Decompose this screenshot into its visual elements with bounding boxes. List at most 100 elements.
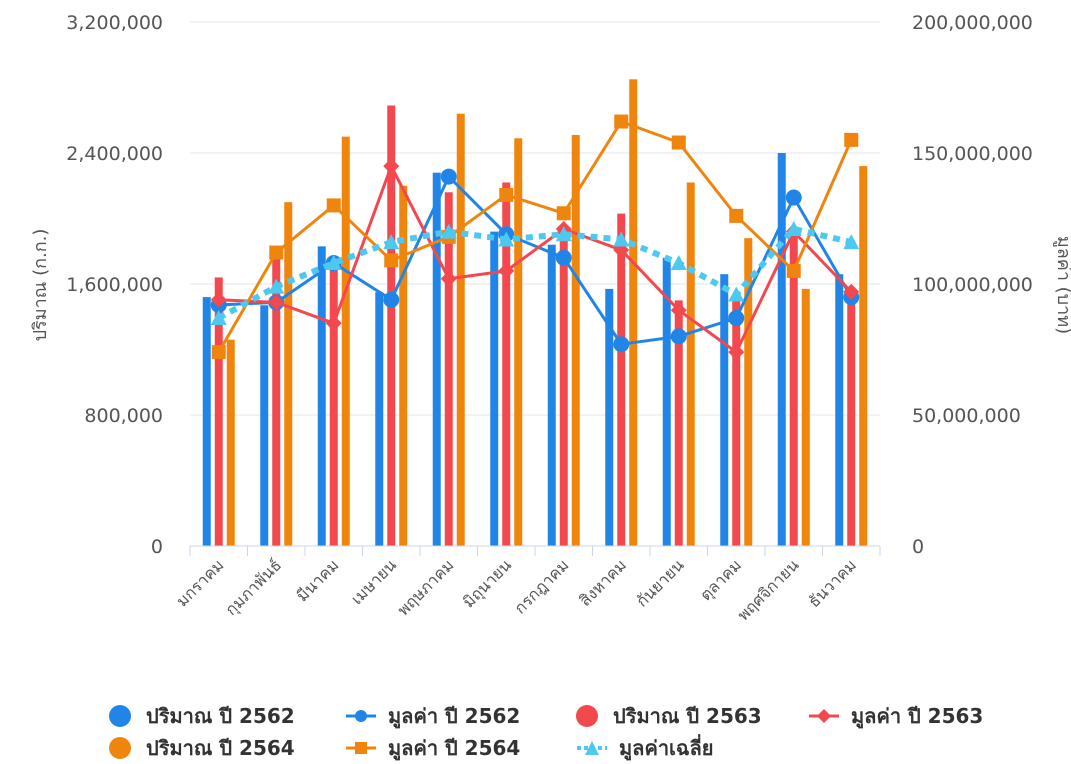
bars	[202, 79, 868, 547]
legend-row: ปริมาณ ปี 2562 มูลค่า ปี 2562 ปริมาณ ปี …	[108, 700, 1008, 732]
x-tick-label: กุมภาพันธ์	[221, 555, 285, 619]
point-triangle	[555, 226, 572, 242]
bar	[617, 213, 626, 546]
point-circle	[383, 291, 400, 308]
legend: ปริมาณ ปี 2562 มูลค่า ปี 2562 ปริมาณ ปี …	[108, 700, 1008, 764]
point-square	[211, 345, 226, 360]
left-tick-label: 800,000	[84, 405, 163, 427]
point-triangle	[440, 223, 457, 239]
bar	[835, 274, 844, 546]
legend-label: มูลค่า ปี 2562	[388, 704, 521, 728]
bar	[629, 79, 638, 546]
point-square	[614, 114, 629, 129]
x-tick-label: มีนาคม	[293, 555, 343, 605]
point-triangle	[613, 231, 630, 247]
point-triangle	[268, 278, 285, 294]
point-diamond	[325, 315, 342, 332]
left-axis-title: ปริมาณ (ก.ก.)	[30, 229, 51, 342]
bar	[341, 136, 350, 546]
left-tick-label: 1,600,000	[66, 274, 163, 296]
point-triangle	[843, 234, 860, 250]
point-triangle	[325, 255, 342, 271]
point-square	[269, 245, 284, 260]
bar	[547, 244, 556, 546]
point-diamond	[210, 291, 227, 308]
point-diamond	[268, 294, 285, 311]
bar	[686, 182, 695, 546]
legend-dashed-triangle-icon	[577, 741, 607, 755]
point-circle	[555, 249, 572, 266]
bar	[514, 138, 523, 546]
bar	[317, 246, 326, 546]
bar	[777, 153, 786, 546]
bar	[202, 297, 211, 546]
legend-line-circle-icon	[346, 710, 376, 722]
point-diamond	[728, 344, 745, 361]
legend-item-volume-2564[interactable]: ปริมาณ ปี 2564	[108, 732, 344, 764]
x-tick-label: พฤศจิกายน	[733, 555, 802, 624]
bar	[559, 225, 568, 547]
point-circle	[728, 310, 745, 327]
bar	[605, 288, 614, 546]
x-tick-label: มกราคม	[172, 555, 227, 610]
left-axis-ticks: 0 800,000 1,600,000 2,400,000 3,200,000	[66, 12, 163, 558]
x-tick-label: กันยายน	[632, 555, 687, 610]
legend-item-value-average[interactable]: มูลค่าเฉลี่ย	[575, 732, 807, 764]
legend-item-value-2563[interactable]: มูลค่า ปี 2563	[807, 700, 1007, 732]
legend-label: ปริมาณ ปี 2562	[146, 704, 295, 728]
right-tick-label: 100,000,000	[912, 274, 1033, 296]
point-circle	[440, 168, 457, 185]
point-circle	[785, 189, 802, 206]
point-diamond	[498, 262, 515, 279]
bar	[744, 238, 753, 546]
point-diamond	[440, 270, 457, 287]
legend-item-volume-2563[interactable]: ปริมาณ ปี 2563	[575, 700, 807, 732]
bar	[847, 287, 856, 546]
point-triangle	[383, 234, 400, 250]
point-square	[844, 132, 859, 147]
legend-label: ปริมาณ ปี 2563	[613, 704, 762, 728]
legend-label: ปริมาณ ปี 2564	[146, 736, 295, 760]
point-square	[326, 198, 341, 213]
x-tick-label: เมษายน	[347, 555, 400, 608]
bar	[214, 277, 223, 546]
bar	[329, 264, 338, 546]
x-tick-label: ธันวาคม	[804, 555, 860, 611]
bar	[375, 292, 384, 546]
point-diamond	[383, 158, 400, 175]
point-triangle	[210, 310, 227, 326]
bar	[260, 305, 269, 546]
bar	[444, 192, 453, 547]
legend-item-volume-2562[interactable]: ปริมาณ ปี 2562	[108, 700, 344, 732]
combo-chart: 0 800,000 1,600,000 2,400,000 3,200,000 0 50,…	[30, 12, 1071, 625]
bar	[284, 202, 293, 546]
x-tick-label: กรกฎาคม	[510, 555, 572, 617]
bar	[502, 182, 511, 546]
right-tick-label: 150,000,000	[912, 143, 1033, 165]
bar	[801, 288, 810, 546]
legend-item-value-2564[interactable]: มูลค่า ปี 2564	[344, 732, 575, 764]
legend-circle-icon	[109, 705, 131, 727]
legend-circle-icon	[109, 737, 131, 759]
legend-label: มูลค่า ปี 2564	[388, 736, 521, 760]
point-triangle	[498, 231, 515, 247]
left-tick-label: 2,400,000	[66, 143, 163, 165]
bar	[720, 274, 729, 546]
right-axis-ticks: 0 50,000,000 100,000,000 150,000,000 200,000…	[912, 12, 1033, 558]
left-tick-label: 0	[151, 536, 163, 558]
series-line	[218, 175, 853, 346]
bar	[662, 257, 671, 546]
bar	[674, 300, 683, 546]
legend-item-value-2562[interactable]: มูลค่า ปี 2562	[344, 700, 575, 732]
bar	[456, 113, 465, 546]
x-tick-label: มิถุนายน	[459, 555, 516, 612]
series-line	[218, 164, 853, 354]
bar	[226, 339, 235, 546]
point-circle	[670, 328, 687, 345]
legend-line-square-icon	[346, 742, 376, 754]
left-tick-label: 3,200,000	[66, 12, 163, 34]
point-triangle	[670, 255, 687, 271]
gridlines	[190, 21, 880, 416]
point-square	[786, 263, 801, 278]
point-diamond	[843, 283, 860, 300]
